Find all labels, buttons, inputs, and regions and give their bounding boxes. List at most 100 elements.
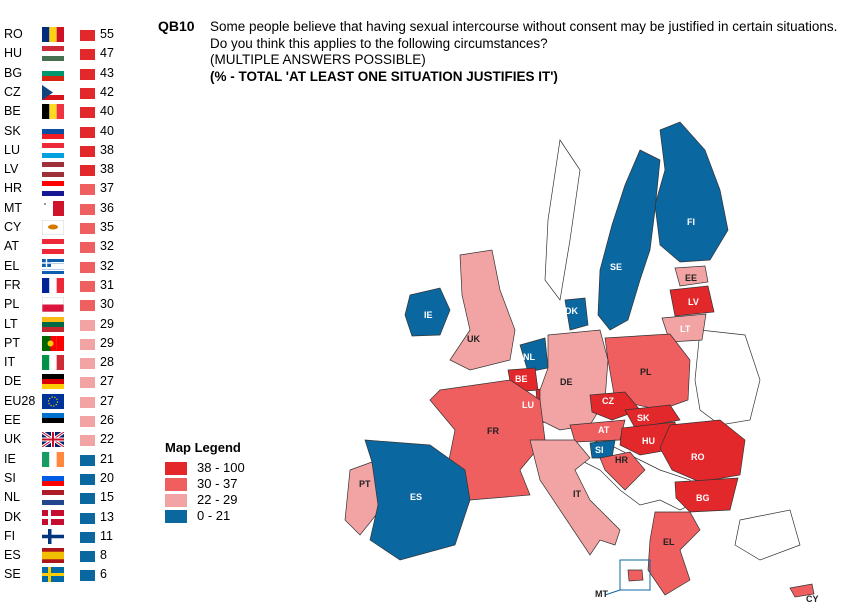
country-value: 32 [100, 258, 114, 273]
map-label-lv: LV [688, 297, 699, 307]
map-label-pt: PT [359, 479, 371, 489]
country-value: 35 [100, 220, 114, 234]
country-value: 28 [100, 355, 114, 370]
country-code: FR [4, 277, 21, 292]
country-code: EE [4, 413, 21, 427]
ranking-row: PL 30 [0, 296, 130, 315]
pl-flag-icon [42, 297, 64, 313]
ranking-row: FR 31 [0, 277, 130, 296]
ranking-row: DK 13 [0, 509, 130, 528]
country-value: 32 [100, 239, 114, 254]
fr-flag-icon [42, 277, 64, 293]
value-swatch [80, 300, 95, 312]
legend-swatch [165, 510, 187, 523]
question-text: Some people believe that having sexual i… [210, 19, 838, 51]
value-swatch [80, 512, 95, 524]
map-label-bg: BG [696, 493, 710, 503]
country-se [597, 149, 661, 331]
value-swatch [80, 87, 95, 99]
ranking-row: HU 47 [0, 45, 130, 64]
country-value: 20 [100, 470, 114, 485]
ie-flag-icon [42, 451, 64, 467]
country-value: 40 [100, 104, 114, 119]
value-swatch [80, 377, 95, 389]
ranking-row: BG 43 [0, 65, 130, 84]
value-swatch [80, 473, 95, 485]
value-swatch [80, 261, 95, 273]
ranking-row: SI 20 [0, 470, 130, 489]
fr-flag-icon [42, 277, 64, 293]
country-code: PT [4, 335, 20, 350]
country-code: DK [4, 509, 22, 524]
it-flag-icon [42, 355, 64, 371]
ranking-row: SE 6 [0, 566, 130, 585]
ie-flag-icon [42, 451, 64, 467]
country-ie [404, 287, 451, 337]
country-lv [669, 285, 715, 317]
country-es [364, 439, 471, 561]
value-swatch [80, 223, 95, 234]
value-swatch [80, 184, 95, 196]
map-label-cy: CY [806, 594, 819, 604]
ranking-row: NL 15 [0, 489, 130, 508]
hr-flag-icon [42, 181, 64, 197]
ranking-row: IT 28 [0, 354, 130, 373]
map-label-hr: HR [615, 455, 628, 465]
value-swatch [80, 435, 95, 447]
legend-title: Map Legend [165, 440, 241, 455]
country-code: SI [4, 470, 16, 485]
eu-flag-icon [42, 393, 64, 409]
se-flag-icon [42, 567, 64, 583]
value-swatch [80, 416, 95, 427]
ranking-row: EU28 27 [0, 393, 130, 412]
question-subtitle: (% - TOTAL 'AT LEAST ONE SITUATION JUSTI… [210, 69, 558, 84]
ranking-row: DE 27 [0, 373, 130, 392]
de-flag-icon [42, 374, 64, 390]
pt-flag-icon [42, 335, 64, 351]
country-value: 55 [100, 27, 114, 41]
at-flag-icon [42, 239, 64, 255]
country-code: AT [4, 239, 20, 254]
ranking-row: EL 32 [0, 258, 130, 277]
value-swatch [80, 165, 95, 177]
legend-label: 22 - 29 [197, 492, 238, 507]
ee-flag-icon [42, 413, 64, 428]
ranking-row: ES 8 [0, 547, 130, 566]
country-value: 40 [100, 123, 114, 138]
lu-flag-icon [42, 142, 64, 158]
map-label-uk: UK [467, 334, 480, 344]
at-flag-icon [42, 239, 64, 255]
map-label-lt: LT [680, 324, 691, 334]
si-flag-icon [42, 470, 64, 486]
be-flag-icon [42, 104, 64, 120]
country-code: HR [4, 181, 23, 196]
hu-flag-icon [42, 46, 64, 62]
country-code: BG [4, 65, 23, 80]
country-value: 8 [100, 548, 107, 563]
country-value: 38 [100, 162, 114, 177]
map-label-es: ES [410, 492, 422, 502]
value-swatch [80, 30, 95, 41]
map-label-lu: LU [522, 400, 534, 410]
map-label-dk: DK [565, 306, 578, 316]
ranking-row: MT 36 [0, 200, 130, 219]
lt-flag-icon [42, 316, 64, 332]
map-label-cz: CZ [602, 396, 614, 406]
country-value: 30 [100, 297, 114, 312]
country-code: LU [4, 142, 20, 157]
country-mt [627, 569, 644, 582]
cz-flag-icon [42, 84, 64, 100]
map-label-sk: SK [637, 413, 650, 423]
value-swatch [80, 242, 95, 254]
hu-flag-icon [42, 46, 64, 62]
country-value: 29 [100, 316, 114, 331]
country-value: 26 [100, 413, 114, 427]
ranking-row: AT 32 [0, 238, 130, 257]
map-label-at: AT [598, 425, 610, 435]
nl-flag-icon [42, 490, 64, 506]
nl-flag-icon [42, 490, 64, 506]
ee-flag-icon [42, 413, 64, 428]
ranking-row: RO 55 [0, 26, 130, 45]
country-value: 27 [100, 374, 114, 389]
value-swatch [80, 126, 95, 138]
